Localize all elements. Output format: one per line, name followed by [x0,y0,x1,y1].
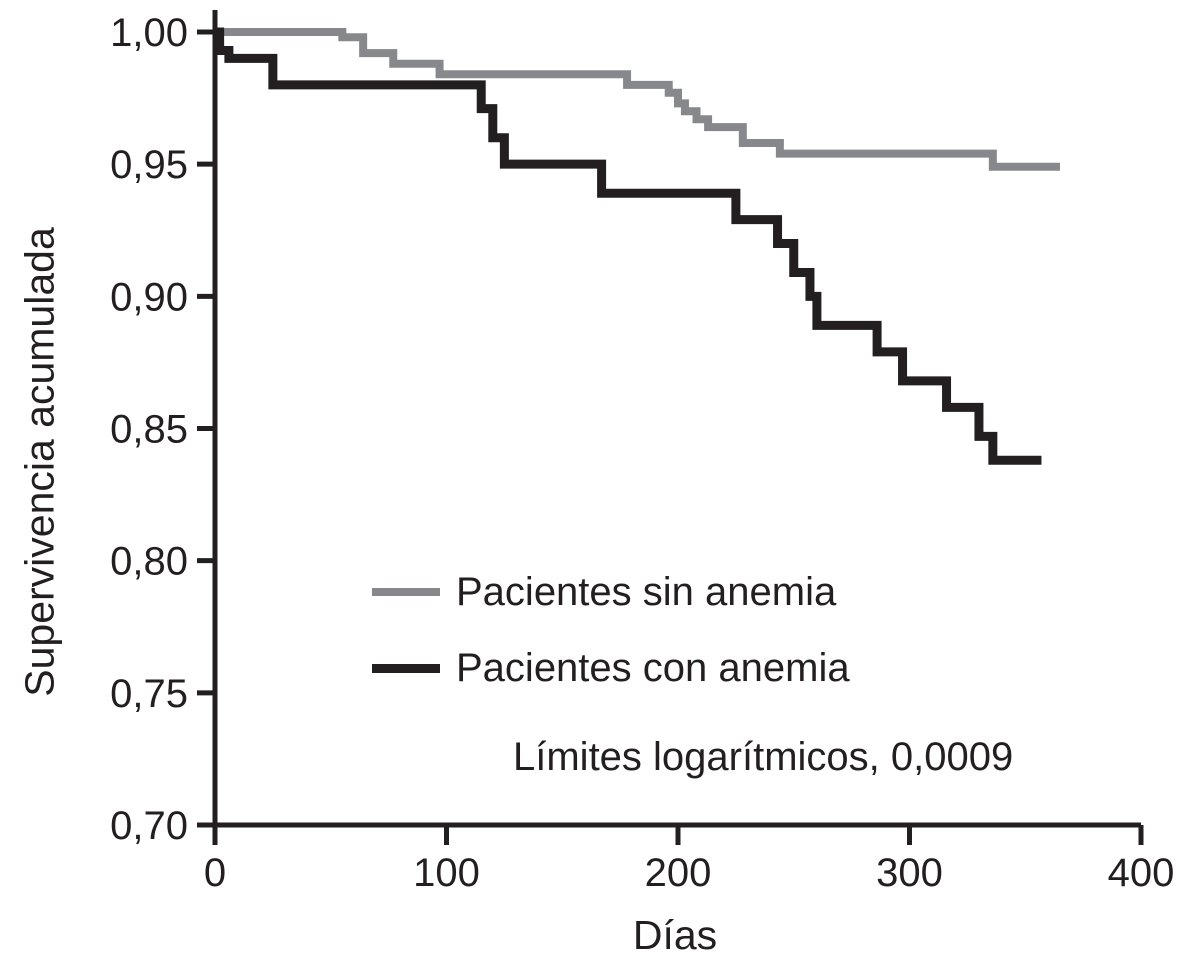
km-curve-con-anemia [215,27,1042,465]
y-tick-label: 0,90 [110,275,188,319]
x-tick-label: 200 [645,851,712,895]
x-tick-label: 100 [413,851,480,895]
legend-item-sin-anemia: Pacientes sin anemia [372,569,836,615]
gray-line-swatch-icon [372,588,440,596]
km-curve-sin-anemia [215,28,1060,171]
x-tick-label: 300 [876,851,943,895]
y-tick-label: 0,95 [110,143,188,187]
y-axis-title: Supervivencia acumulada [16,227,63,697]
y-tick-label: 0,70 [110,804,188,848]
black-line-swatch-icon [372,663,440,673]
legend-label-con-anemia: Pacientes con anemia [456,646,850,690]
x-axis-title: Días [632,912,718,958]
y-tick-label: 1,00 [110,11,188,55]
log-rank-annotation: Límites logarítmicos, 0,0009 [513,735,1014,779]
x-tick-label: 0 [204,851,226,895]
y-tick-label: 0,80 [110,540,188,584]
legend-item-con-anemia: Pacientes con anemia [372,645,850,691]
x-tick-label: 400 [1108,851,1175,895]
legend-label-sin-anemia: Pacientes sin anemia [456,570,837,614]
y-tick-label: 0,85 [110,408,188,452]
y-tick-label: 0,75 [110,672,188,716]
